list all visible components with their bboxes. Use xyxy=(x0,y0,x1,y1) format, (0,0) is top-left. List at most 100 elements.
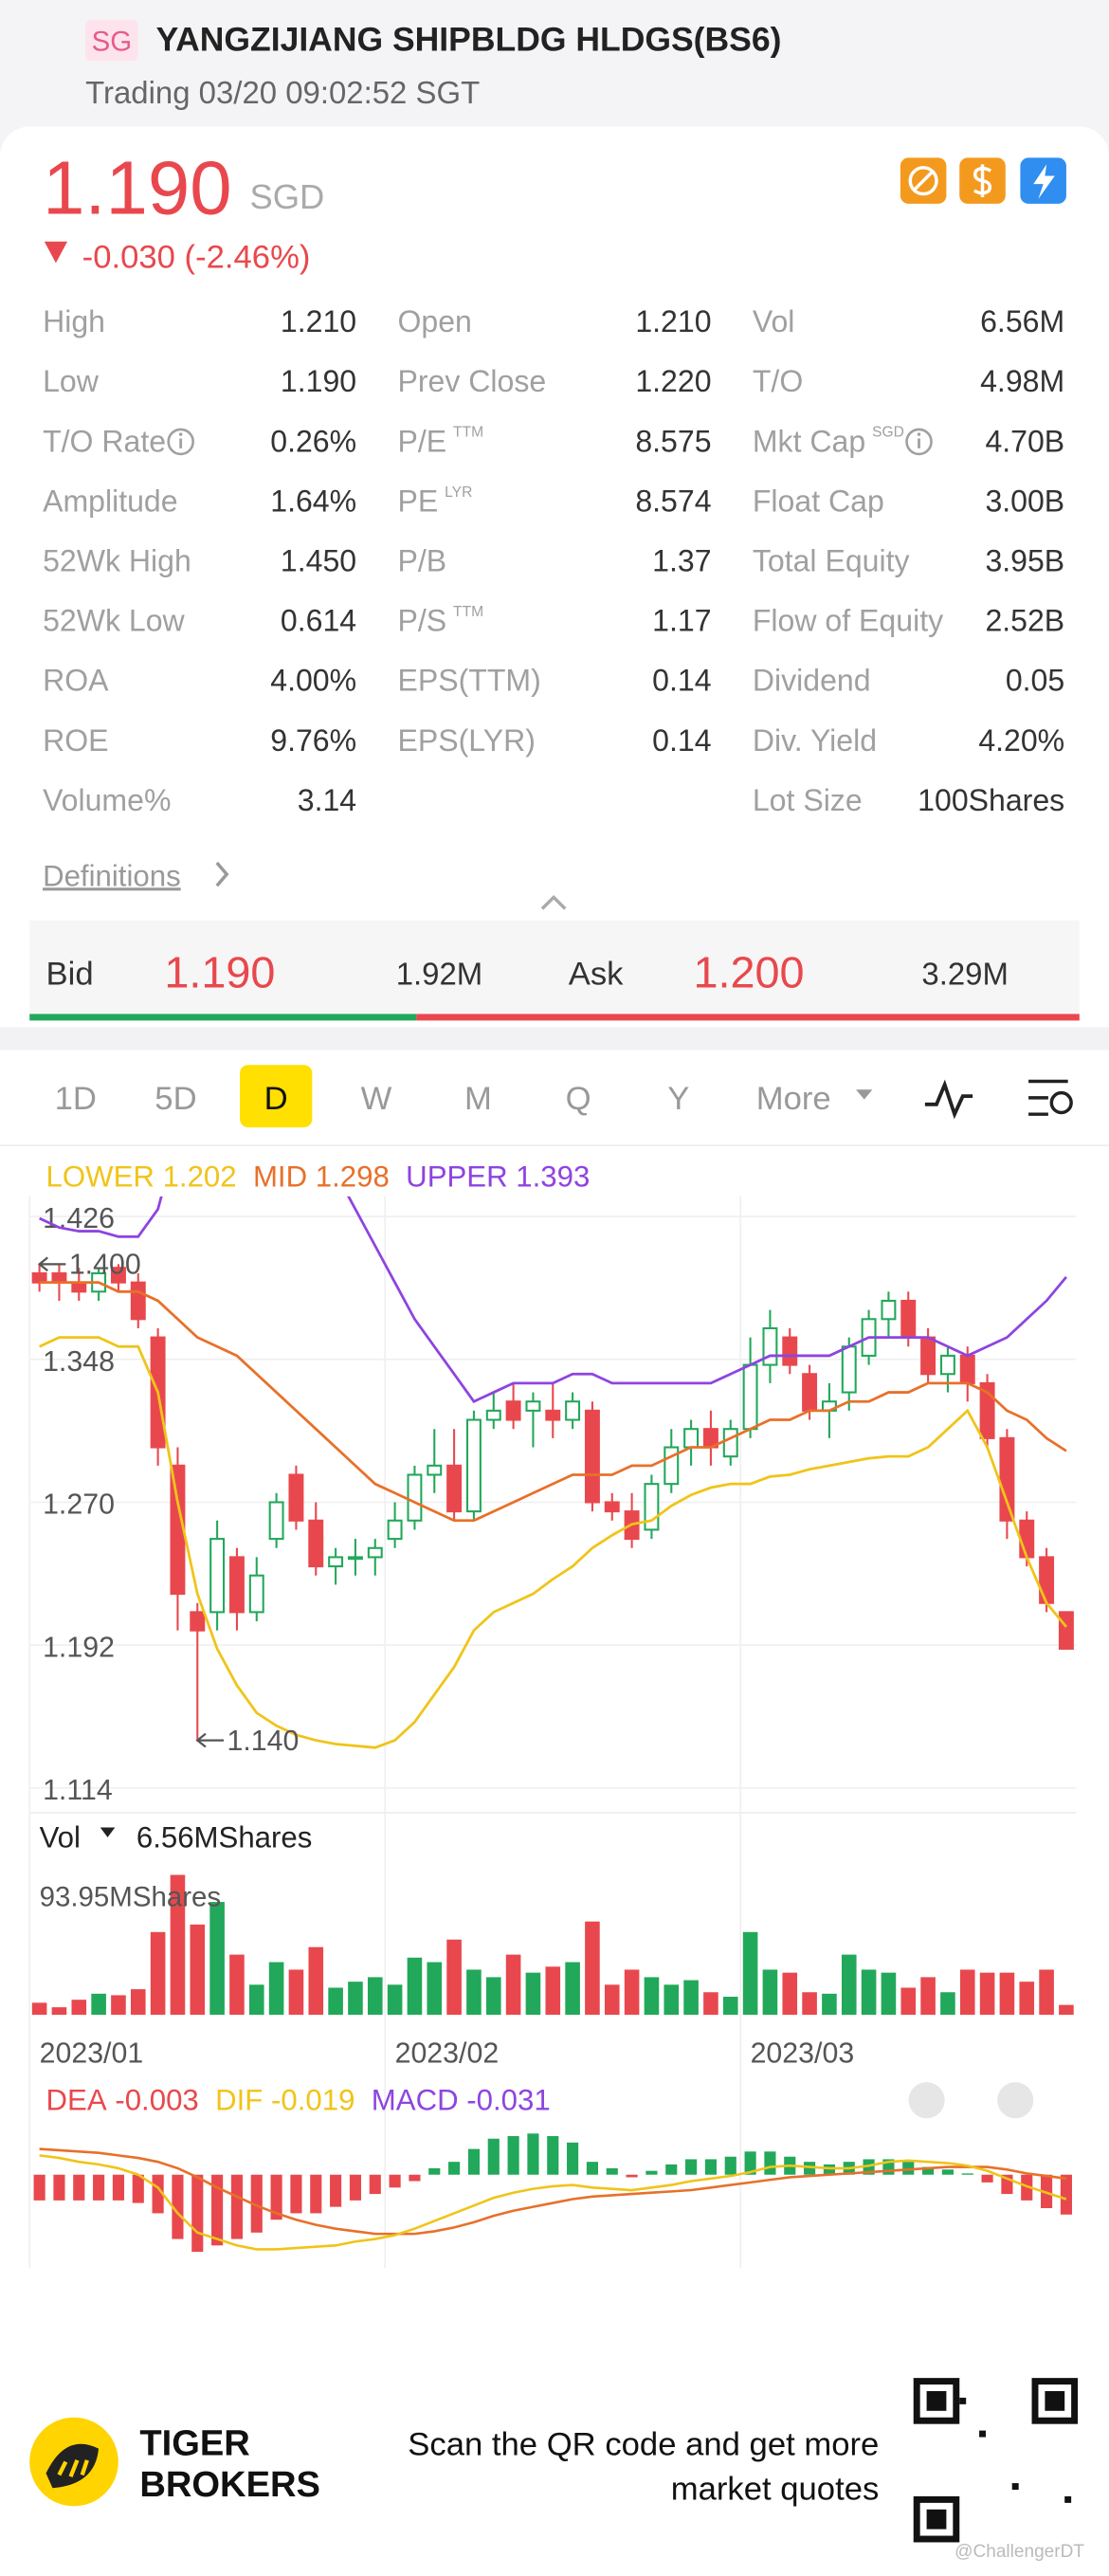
bid-price: 1.190 xyxy=(164,948,275,997)
stat-label-sup: TTM xyxy=(453,604,483,620)
brand: BROKERS xyxy=(139,2464,320,2505)
candle-body xyxy=(427,1464,443,1476)
settings-icon[interactable] xyxy=(1028,1079,1068,1116)
macd-bar xyxy=(902,2162,915,2175)
macd-bar xyxy=(507,2136,519,2175)
candle-body xyxy=(446,1464,463,1513)
info-icon[interactable] xyxy=(905,428,933,456)
panel-icon[interactable] xyxy=(908,2082,945,2119)
volume-bar xyxy=(190,1924,206,2016)
macd-bar xyxy=(409,2174,421,2182)
panel-icon[interactable] xyxy=(997,2082,1034,2119)
volume-bar xyxy=(999,1972,1015,2016)
volume-bar xyxy=(900,1987,917,2016)
macd-bar xyxy=(744,2151,756,2175)
candle-body xyxy=(920,1336,936,1376)
stat-label-sup: SGD xyxy=(872,425,904,441)
macd-bar xyxy=(922,2166,935,2175)
stat-label: Lot Size xyxy=(753,783,863,817)
macd-bar xyxy=(626,2174,638,2178)
candle-body xyxy=(1019,1519,1035,1559)
qr-cell xyxy=(1011,2483,1019,2490)
period-tabs: 1D 5D D W M Q Y More xyxy=(55,1065,873,1128)
legend-name: UPPER xyxy=(406,1160,507,1193)
macd-bar xyxy=(250,2174,263,2233)
macd-bar xyxy=(567,2142,579,2175)
period-tab[interactable]: 1D xyxy=(55,1081,97,1117)
candle-body xyxy=(644,1483,660,1531)
volume-bar xyxy=(446,1939,462,2016)
candle-body xyxy=(545,1409,561,1421)
candle-body xyxy=(939,1354,955,1376)
volume-bar xyxy=(782,1972,798,2016)
stat-value: 1.37 xyxy=(652,544,711,578)
stat-label: PE xyxy=(397,484,438,518)
stat-label: Vol xyxy=(753,304,795,338)
candle-body xyxy=(664,1446,680,1486)
period-tab[interactable]: M xyxy=(464,1081,492,1117)
stat-value: 4.70B xyxy=(985,424,1064,458)
legend-value: -0.031 xyxy=(466,2084,550,2117)
indicator-icon[interactable] xyxy=(924,1079,973,1120)
macd-bar xyxy=(191,2174,204,2253)
stat-value: 4.00% xyxy=(270,664,356,698)
volume-bar xyxy=(565,1962,580,2016)
stat-label: Flow of Equity xyxy=(753,604,943,638)
cta: Scan the QR code and get more xyxy=(408,2427,879,2463)
volume-bar xyxy=(920,1977,936,2016)
stat-label: High xyxy=(43,304,105,338)
macd-bar xyxy=(467,2148,481,2175)
candle-body xyxy=(604,1501,620,1513)
stat-label: Total Equity xyxy=(753,544,910,578)
candle-body xyxy=(465,1418,482,1513)
volume-bar xyxy=(308,1946,324,2016)
candle-body xyxy=(959,1354,975,1384)
macd-bar xyxy=(448,2162,461,2175)
stat-value: 0.05 xyxy=(1006,664,1064,698)
vol-title[interactable]: Vol xyxy=(40,1820,81,1854)
info-icon xyxy=(178,432,183,436)
period-tab[interactable]: Y xyxy=(667,1081,689,1117)
stat-label: P/S xyxy=(397,604,446,638)
candle-body xyxy=(999,1436,1015,1522)
period-tab[interactable]: Q xyxy=(566,1081,591,1117)
trading-status: Trading 03/20 09:02:52 SGT xyxy=(85,75,480,110)
vol-max-label: 93.95MShares xyxy=(40,1882,222,1913)
stat-value: 4.20% xyxy=(978,723,1064,758)
price-change: -0.030 (-2.46%) xyxy=(82,240,311,276)
x-tick-label: 2023/02 xyxy=(395,2037,500,2069)
period-tab[interactable]: 5D xyxy=(155,1081,196,1117)
bid-bar xyxy=(29,1014,417,1021)
definitions-link[interactable]: Definitions xyxy=(43,859,181,892)
qr-finder xyxy=(926,2509,947,2530)
stat-value: 0.14 xyxy=(652,664,711,698)
volume-bar xyxy=(387,1984,403,2016)
volume-bar xyxy=(328,1987,343,2016)
volume-bar xyxy=(348,1982,363,2016)
volume-bar xyxy=(624,1969,640,2016)
qr-finder xyxy=(913,2495,960,2543)
volume-bar xyxy=(91,1993,106,2016)
macd-bar xyxy=(389,2174,401,2188)
candle-body xyxy=(71,1281,87,1293)
macd-bar xyxy=(665,2164,678,2175)
ask-size: 3.29M xyxy=(921,956,1009,991)
legend-value: 1.202 xyxy=(163,1160,237,1193)
candle-body xyxy=(328,1556,344,1568)
period-tab[interactable]: More xyxy=(756,1081,831,1117)
candle-body xyxy=(268,1501,284,1541)
period-tab[interactable]: W xyxy=(361,1081,392,1117)
volume-bar xyxy=(466,1969,482,2016)
macd-bar xyxy=(428,2167,441,2175)
stat-value: 1.210 xyxy=(281,304,356,338)
info-icon[interactable] xyxy=(167,428,194,456)
stat-label: Amplitude xyxy=(43,484,178,518)
period-tab[interactable]: D xyxy=(264,1081,288,1117)
macd-bar xyxy=(93,2174,105,2201)
volume-bar xyxy=(604,1984,620,2016)
collapse-caret[interactable] xyxy=(540,894,567,910)
stat-value: 1.64% xyxy=(270,484,356,518)
settings-icon xyxy=(1049,1090,1073,1115)
volume-bar xyxy=(940,1992,955,2016)
y-tick-label: 1.192 xyxy=(43,1632,115,1663)
